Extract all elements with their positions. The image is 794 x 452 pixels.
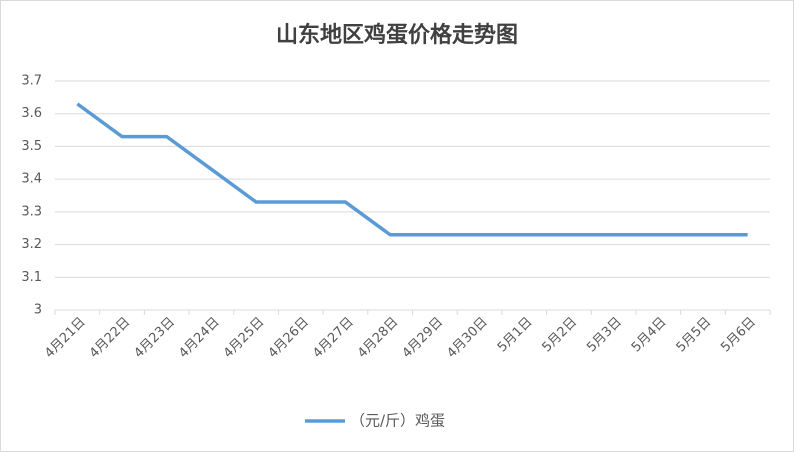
data-line <box>76 102 748 237</box>
y-tick-label: 3.2 <box>21 237 42 252</box>
y-tick-label: 3.6 <box>21 106 42 121</box>
y-tick-label: 3 <box>34 303 42 318</box>
y-tick-label: 3.5 <box>21 139 42 154</box>
legend-label: （元/斤）鸡蛋 <box>350 412 445 430</box>
y-tick-label: 3.1 <box>21 270 42 285</box>
chart-title: 山东地区鸡蛋价格走势图 <box>276 22 518 48</box>
y-tick-label: 3.4 <box>21 172 42 187</box>
y-tick-label: 3.3 <box>21 204 42 219</box>
y-tick-label: 3.7 <box>21 74 42 89</box>
